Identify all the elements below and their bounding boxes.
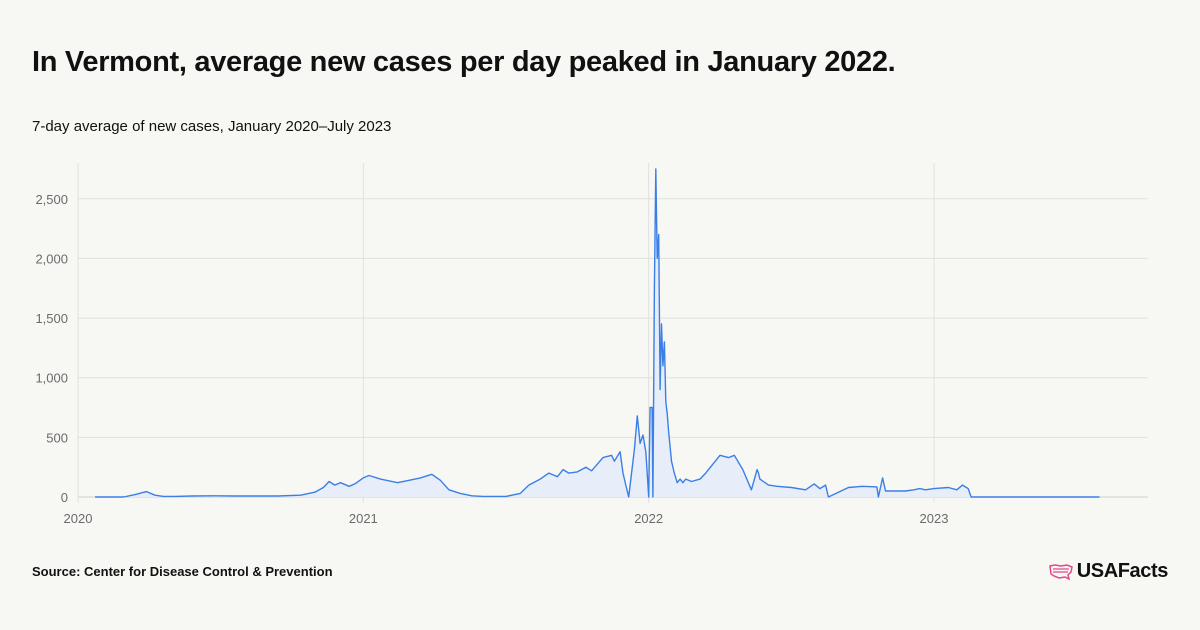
grid-lines xyxy=(77,163,1148,503)
source-note: Source: Center for Disease Control & Pre… xyxy=(32,564,333,579)
x-tick-label: 2021 xyxy=(349,511,378,526)
y-tick-label: 2,500 xyxy=(35,192,68,207)
x-tick-label: 2020 xyxy=(64,511,93,526)
series-line xyxy=(95,168,1100,498)
logo-text: USAFacts xyxy=(1076,560,1169,582)
x-axis-ticks: 2020 2021 2022 2023 xyxy=(64,511,949,526)
x-tick-label: 2022 xyxy=(634,511,663,526)
y-tick-label: 0 xyxy=(61,490,68,505)
series-path xyxy=(95,168,1100,498)
series-area xyxy=(95,169,1100,497)
us-map-flag-icon xyxy=(1048,563,1073,581)
y-tick-label: 500 xyxy=(46,430,68,445)
usafacts-logo[interactable]: USAFacts xyxy=(1048,560,1169,583)
y-tick-label: 2,000 xyxy=(35,251,68,266)
chart-subtitle: 7-day average of new cases, January 2020… xyxy=(32,118,392,135)
y-axis-ticks: 0 500 1,000 1,500 2,000 2,500 xyxy=(35,192,68,505)
y-tick-label: 1,000 xyxy=(35,371,68,386)
y-tick-label: 1,500 xyxy=(35,311,68,326)
chart-title: In Vermont, average new cases per day pe… xyxy=(32,46,896,78)
area-fill xyxy=(95,169,1100,497)
x-tick-label: 2023 xyxy=(920,511,949,526)
